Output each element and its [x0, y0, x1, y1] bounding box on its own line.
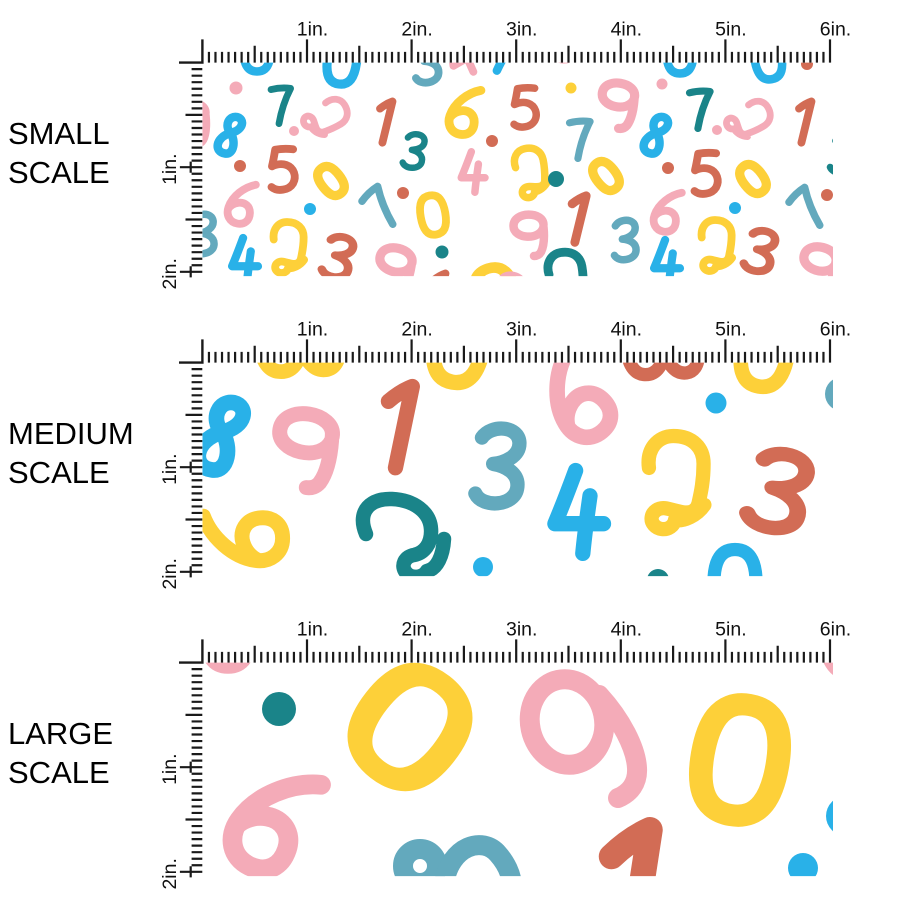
svg-text:2in.: 2in. [159, 858, 181, 889]
svg-text:4in.: 4in. [611, 319, 642, 341]
svg-text:3in.: 3in. [506, 319, 537, 341]
svg-text:5in.: 5in. [715, 19, 746, 41]
svg-text:SCALE: SCALE [8, 455, 110, 490]
svg-text:2in.: 2in. [401, 19, 432, 41]
svg-text:6in.: 6in. [820, 319, 851, 341]
svg-text:1in.: 1in. [297, 319, 328, 341]
svg-text:6in.: 6in. [820, 19, 851, 41]
svg-text:1in.: 1in. [297, 619, 328, 641]
svg-text:1in.: 1in. [159, 753, 181, 784]
svg-text:2in.: 2in. [401, 619, 432, 641]
svg-text:SCALE: SCALE [8, 155, 110, 190]
svg-text:5in.: 5in. [715, 319, 746, 341]
svg-text:LARGE: LARGE [8, 716, 113, 751]
svg-text:6in.: 6in. [820, 619, 851, 641]
svg-text:2in.: 2in. [401, 319, 432, 341]
svg-text:SMALL: SMALL [8, 116, 110, 151]
svg-text:1in.: 1in. [159, 153, 181, 184]
svg-text:3in.: 3in. [506, 619, 537, 641]
svg-text:4in.: 4in. [611, 619, 642, 641]
svg-text:2in.: 2in. [159, 558, 181, 589]
svg-text:SCALE: SCALE [8, 755, 110, 790]
svg-text:1in.: 1in. [297, 19, 328, 41]
svg-text:2in.: 2in. [159, 258, 181, 289]
svg-text:MEDIUM: MEDIUM [8, 416, 134, 451]
svg-text:5in.: 5in. [715, 619, 746, 641]
svg-text:4in.: 4in. [611, 19, 642, 41]
svg-text:1in.: 1in. [159, 453, 181, 484]
svg-text:3in.: 3in. [506, 19, 537, 41]
